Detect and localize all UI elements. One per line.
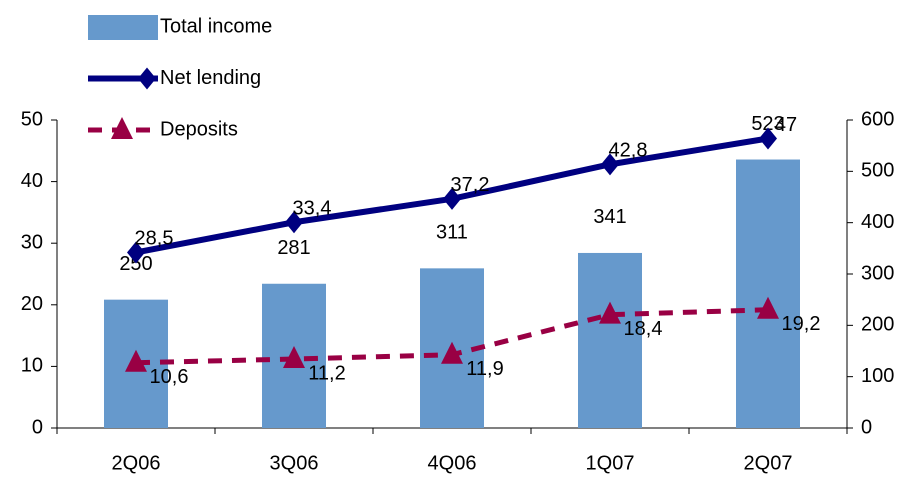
data-label: 11,9 xyxy=(466,358,503,380)
bar-label: 281 xyxy=(277,237,310,259)
bar-label: 311 xyxy=(436,222,468,244)
legend-label: Deposits xyxy=(160,118,238,140)
marker xyxy=(127,241,145,264)
data-label: 19,2 xyxy=(782,313,821,335)
marker xyxy=(125,349,147,372)
marker xyxy=(283,346,305,369)
legend-swatch xyxy=(88,15,158,40)
y2-tick-label: 300 xyxy=(861,262,894,284)
x-tick-label: 2Q07 xyxy=(744,452,793,474)
marker xyxy=(601,153,619,176)
data-label: 10,6 xyxy=(150,366,189,388)
marker xyxy=(441,341,463,364)
bar-label: 250 xyxy=(119,253,152,275)
y-tick-label: 50 xyxy=(21,108,43,130)
marker xyxy=(285,211,303,234)
x-tick-label: 3Q06 xyxy=(270,452,319,474)
y-tick-label: 40 xyxy=(21,170,43,192)
x-tick-label: 4Q06 xyxy=(428,452,477,474)
marker xyxy=(757,296,779,319)
y-tick-label: 20 xyxy=(21,293,43,315)
marker xyxy=(443,187,461,210)
y2-tick-label: 600 xyxy=(861,108,894,130)
bar-label: 341 xyxy=(593,206,626,228)
bar-label: 523 xyxy=(751,113,784,135)
legend-marker xyxy=(138,67,156,90)
y2-tick-label: 400 xyxy=(861,211,894,233)
data-label: 33,4 xyxy=(293,198,332,220)
data-label: 18,4 xyxy=(624,318,663,340)
x-tick-label: 2Q06 xyxy=(112,452,161,474)
y-tick-label: 10 xyxy=(21,355,43,377)
data-label: 28,5 xyxy=(135,228,174,250)
legend-marker xyxy=(111,117,133,139)
y2-tick-label: 200 xyxy=(861,314,894,336)
bar xyxy=(578,252,642,428)
data-label: 11,2 xyxy=(308,362,345,384)
x-tick-label: 1Q07 xyxy=(586,452,635,474)
data-label: 37,2 xyxy=(451,174,490,196)
legend-label: Total income xyxy=(160,15,272,37)
marker xyxy=(599,301,621,324)
data-label: 42,8 xyxy=(609,140,648,162)
marker xyxy=(759,127,777,150)
legend-label: Net lending xyxy=(160,67,261,89)
data-label: 47 xyxy=(775,114,797,136)
y2-tick-label: 0 xyxy=(861,416,872,438)
bar xyxy=(736,159,800,428)
y-tick-label: 30 xyxy=(21,231,43,253)
y-tick-label: 0 xyxy=(32,416,43,438)
y2-tick-label: 500 xyxy=(861,160,894,182)
y2-tick-label: 100 xyxy=(861,365,894,387)
